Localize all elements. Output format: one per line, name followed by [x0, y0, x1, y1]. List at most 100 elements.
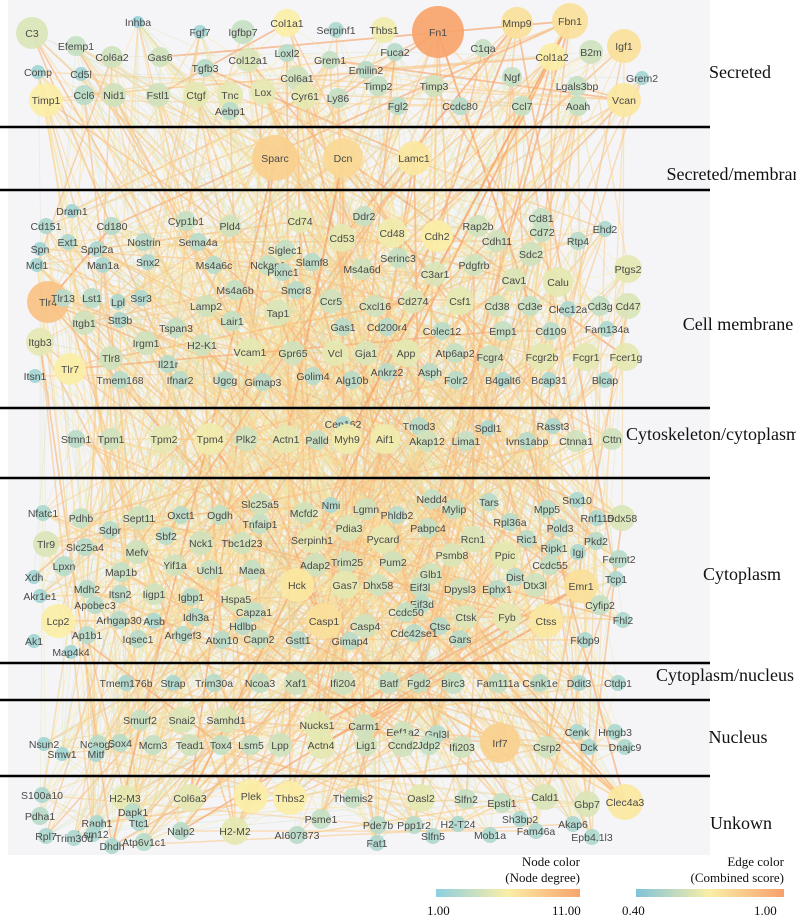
node-label: Ctsk — [456, 612, 478, 624]
node-igf1: Igf1 — [607, 29, 641, 63]
node-label: Dhdh — [99, 841, 124, 853]
network-edge — [323, 281, 559, 622]
node-label: AI607873 — [275, 830, 320, 842]
node-label: Ifi203 — [449, 742, 475, 754]
node-irgm1: Irgm1 — [133, 331, 160, 355]
node-label: Lox — [255, 87, 273, 99]
node-label: Cyp1b1 — [168, 216, 204, 228]
node-circle — [225, 280, 245, 300]
node-label: Cd274 — [398, 296, 429, 308]
network-edge — [185, 220, 623, 519]
node-label: Akr1e1 — [23, 591, 56, 603]
node-circle — [445, 343, 465, 363]
node-label: Thbs1 — [369, 25, 398, 37]
node-irf7: Irf7 — [480, 723, 520, 763]
node-label: Il21r — [158, 359, 179, 371]
node-label: Cd5l — [70, 69, 92, 81]
node-label: Pdgfrb — [459, 260, 490, 272]
node-fhl2: Fhl2 — [613, 612, 633, 628]
node-igj: Igj — [570, 544, 586, 560]
network-edge — [118, 21, 139, 621]
node-circle — [74, 67, 88, 81]
network-edge — [33, 438, 287, 578]
node-label: Blcap — [592, 375, 618, 387]
node-vcam1: Vcam1 — [234, 338, 266, 366]
node-spn: Spn — [31, 242, 49, 256]
node-label: Itsn1 — [24, 371, 47, 383]
node-label: Arhgap30 — [96, 615, 142, 627]
node-circle — [31, 65, 45, 79]
node-label: Lair1 — [220, 316, 244, 328]
node-circle — [66, 36, 86, 56]
node-label: Ext1 — [57, 237, 78, 249]
node-nostrin: Nostrin — [127, 233, 161, 251]
node-grem1: Grem1 — [314, 51, 346, 69]
node-label: Nid1 — [103, 90, 125, 102]
node-cenk: Cenk — [565, 724, 590, 740]
node-fbn1: Fbn1 — [552, 3, 588, 39]
node-label: Cxcl16 — [359, 301, 391, 313]
network-edge — [421, 379, 550, 605]
node-label: Ngf — [504, 72, 520, 84]
section-dividers — [0, 125, 710, 778]
node-label: Ssr3 — [130, 293, 152, 305]
node-xaf1: Xaf1 — [284, 671, 308, 695]
node-fcgr1: Fcgr1 — [572, 343, 600, 371]
node-circle — [328, 88, 348, 108]
node-circle — [410, 417, 428, 435]
node-label: Nalp2 — [167, 826, 195, 838]
network-edge — [39, 341, 113, 847]
node-ctss: Ctss — [529, 604, 563, 638]
network-edge — [180, 584, 379, 832]
node-lgmn: Lgmn — [353, 498, 379, 520]
node-vcan: Vcan — [607, 83, 641, 117]
network-edge — [145, 342, 253, 571]
node-arsb: Arsb — [143, 613, 165, 629]
node-cd151: Cd151 — [31, 218, 62, 234]
node-rtp4: Rtp4 — [567, 232, 589, 250]
network-edge — [286, 22, 629, 270]
node-circle — [551, 519, 569, 537]
node-label: Sox4 — [108, 738, 132, 750]
node-strap: Strap — [160, 675, 186, 691]
node-pdhb: Pdhb — [69, 508, 93, 528]
network-edge — [145, 342, 423, 605]
node-circle — [519, 242, 543, 266]
network-edge — [341, 237, 438, 735]
node-circle — [16, 17, 48, 49]
edge-legend-max: 1.00 — [754, 903, 777, 918]
node-circle — [54, 289, 72, 307]
node-fgf7: Fgf7 — [189, 25, 211, 39]
node-label: Map4k4 — [52, 647, 90, 659]
node-cxcl16: Cxcl16 — [359, 295, 391, 317]
network-edge — [465, 76, 513, 800]
node-circle — [29, 83, 63, 117]
node-thbs1: Thbs1 — [369, 17, 399, 43]
network-edge — [487, 427, 511, 523]
node-oxct1: Oxct1 — [167, 506, 195, 524]
node-asph: Asph — [418, 363, 442, 381]
node-cd72: Cd72 — [529, 222, 555, 242]
network-edge — [137, 21, 551, 566]
node-cttn: Cttn — [601, 428, 623, 450]
node-circle — [234, 427, 258, 451]
node-rcn1: Rcn1 — [460, 526, 486, 552]
node-label: Fam46a — [517, 826, 556, 838]
node-label: Gpr65 — [278, 348, 307, 360]
network-edge — [111, 744, 430, 847]
node-clec12a: Clec12a — [549, 301, 587, 317]
node-mob1a: Mob1a — [474, 827, 506, 843]
network-edge — [419, 356, 491, 588]
network-edge — [119, 312, 279, 321]
network-edge — [526, 440, 578, 501]
node-circle — [590, 296, 610, 316]
network-edge — [342, 29, 385, 159]
node-label: App — [397, 348, 416, 360]
network-edge — [36, 52, 288, 266]
node-label: Lig1 — [356, 740, 376, 752]
network-edge — [138, 440, 577, 519]
node-label: Birc3 — [441, 678, 465, 690]
node-loxl2: Loxl2 — [274, 44, 300, 62]
node-circle — [287, 281, 305, 299]
